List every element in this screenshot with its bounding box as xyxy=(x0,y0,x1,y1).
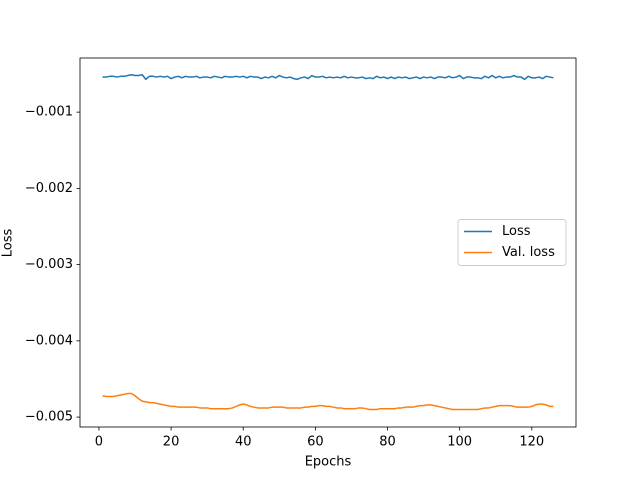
series-line xyxy=(102,74,554,81)
x-tick-label: 120 xyxy=(519,435,544,450)
y-tick-label: −0.001 xyxy=(25,105,73,120)
x-tick-label: 60 xyxy=(307,435,324,450)
series-line xyxy=(102,392,554,411)
y-tick-label: −0.004 xyxy=(25,333,73,348)
y-tick-label: −0.002 xyxy=(25,181,73,196)
x-tick-label: 80 xyxy=(379,435,396,450)
x-tick-label: 100 xyxy=(447,435,472,450)
y-axis-label: Loss xyxy=(1,229,16,258)
x-axis-label: Epochs xyxy=(305,455,352,470)
y-tick-label: −0.005 xyxy=(25,410,73,425)
plot-frame xyxy=(79,57,577,428)
x-tick-label: 20 xyxy=(163,435,180,450)
legend-label: Loss xyxy=(502,224,531,239)
x-tick-label: 0 xyxy=(95,435,103,450)
y-tick-label: −0.003 xyxy=(25,257,73,272)
x-tick-label: 40 xyxy=(235,435,252,450)
legend-label: Val. loss xyxy=(502,245,555,260)
